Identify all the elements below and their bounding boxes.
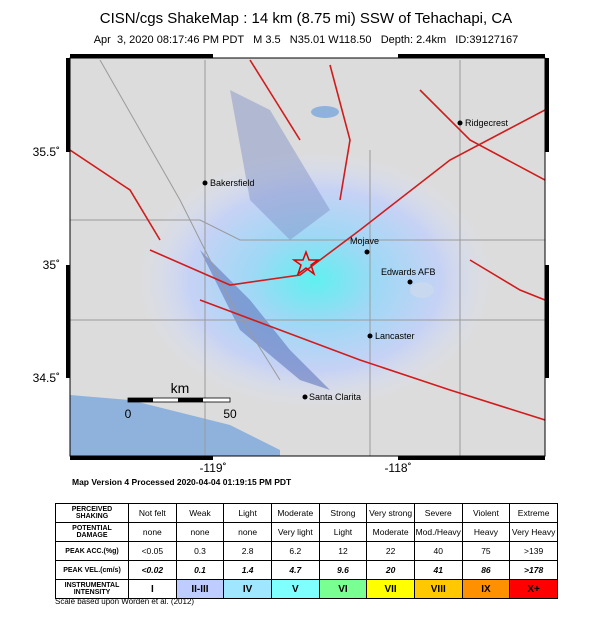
legend-cell: Severe: [413, 503, 463, 523]
scale-bar-seg: [128, 398, 153, 402]
map-area: Ridgecrest Bakersfield Mojave Edwards AF…: [70, 58, 545, 456]
legend-cell: X+: [509, 579, 558, 599]
place-label: Bakersfield: [210, 178, 255, 188]
axis-labels: 35.5˚ 35˚ 34.5˚ -119˚ -118˚: [33, 145, 412, 475]
lat-label: 35.5˚: [33, 145, 60, 159]
legend-cell: Violent: [461, 503, 511, 523]
legend-cell: 22: [366, 541, 415, 561]
legend-cell: Very light: [270, 522, 320, 542]
epicenter: [291, 249, 321, 277]
legend-cell: <0.02: [128, 560, 177, 580]
place-dot: [364, 249, 370, 255]
place-dot: [457, 120, 463, 126]
lake: [410, 282, 434, 298]
lake: [311, 106, 339, 118]
frame-ticks: [66, 54, 549, 460]
legend-cell: II-III: [175, 579, 225, 599]
legend-cell: IV: [223, 579, 272, 599]
shakemap: CISN/cgs ShakeMap : 14 km (8.75 mi) SSW …: [33, 10, 549, 487]
intensity-field: [135, 150, 495, 410]
place-dot: [202, 180, 208, 186]
row-label: PEAK VEL.(cm/s): [55, 560, 129, 580]
legend-cell: >178: [509, 560, 558, 580]
legend-cell: VII: [366, 579, 415, 599]
place-dot: [302, 394, 308, 400]
legend-cell: 75: [461, 541, 511, 561]
intensity-legend: PERCEIVED SHAKING Not felt Weak Light Modera…: [55, 503, 558, 599]
place-dot: [407, 279, 413, 285]
lat-label: 35˚: [43, 258, 60, 272]
legend-cell: 20: [366, 560, 415, 580]
lon-label: -119˚: [199, 461, 226, 475]
legend-cell: none: [175, 522, 225, 542]
legend-cell: Heavy: [461, 522, 511, 542]
legend-cell: >139: [509, 541, 558, 561]
places: Ridgecrest Bakersfield Mojave Edwards AF…: [202, 118, 509, 402]
roads: [70, 59, 545, 456]
row-label: PERCEIVED SHAKING: [55, 503, 129, 523]
legend-cell: IX: [461, 579, 511, 599]
legend-cell: VIII: [413, 579, 463, 599]
place-dot: [367, 333, 373, 339]
scale-tick: 50: [223, 407, 237, 421]
legend-cell: Very Heavy: [509, 522, 558, 542]
legend-cell: 4.7: [270, 560, 320, 580]
scale-tick: 0: [125, 407, 132, 421]
place-label: Edwards AFB: [381, 267, 436, 277]
legend-cell: VI: [318, 579, 368, 599]
legend-cell: Not felt: [128, 503, 177, 523]
legend-cell: Light: [318, 522, 368, 542]
legend-cell: <0.05: [128, 541, 177, 561]
legend-cell: 6.2: [270, 541, 320, 561]
place-label: Ridgecrest: [465, 118, 509, 128]
legend-cell: I: [128, 579, 177, 599]
row-label: POTENTIAL DAMAGE: [55, 522, 129, 542]
legend-cell: 2.8: [223, 541, 272, 561]
footnote: Scale based upon Worden et al. (2012): [55, 597, 195, 606]
legend-cell: V: [270, 579, 320, 599]
legend-cell: 1.4: [223, 560, 272, 580]
row-label: INSTRUMENTAL INTENSITY: [55, 579, 129, 599]
place-label: Mojave: [350, 236, 379, 246]
faults: [70, 59, 545, 421]
legend-cell: Very strong: [366, 503, 415, 523]
legend-cell: Mod./Heavy: [413, 522, 463, 542]
legend-cell: Moderate: [270, 503, 320, 523]
legend-cell: Weak: [175, 503, 225, 523]
legend-cell: 86: [461, 560, 511, 580]
scale-bar-seg: [178, 398, 203, 402]
legend-cell: Moderate: [366, 522, 415, 542]
legend-cell: none: [128, 522, 177, 542]
legend-cell: 0.1: [175, 560, 225, 580]
legend-cell: 41: [413, 560, 463, 580]
processed-note: Map Version 4 Processed 2020-04-04 01:19…: [72, 477, 292, 487]
terrain: [230, 90, 330, 240]
legend-cell: Light: [223, 503, 272, 523]
lon-label: -118˚: [384, 461, 411, 475]
map-title: CISN/cgs ShakeMap : 14 km (8.75 mi) SSW …: [100, 10, 512, 27]
legend-cell: 12: [318, 541, 368, 561]
legend-cell: none: [223, 522, 272, 542]
legend-cell: 9.6: [318, 560, 368, 580]
legend-cell: 0.3: [175, 541, 225, 561]
legend-cell: 40: [413, 541, 463, 561]
row-label: PEAK ACC.(%g): [55, 541, 129, 561]
place-label: Lancaster: [375, 331, 415, 341]
legend-cell: Extreme: [509, 503, 558, 523]
scale-bar: km 0 50: [125, 380, 237, 421]
scale-unit: km: [171, 380, 190, 396]
lat-label: 34.5˚: [33, 371, 60, 385]
map-frame: [69, 57, 546, 457]
place-label: Santa Clarita: [309, 392, 361, 402]
map-subtitle: Apr 3, 2020 08:17:46 PM PDT M 3.5 N35.01…: [94, 34, 519, 46]
ocean: [70, 395, 280, 456]
legend-cell: Strong: [318, 503, 368, 523]
